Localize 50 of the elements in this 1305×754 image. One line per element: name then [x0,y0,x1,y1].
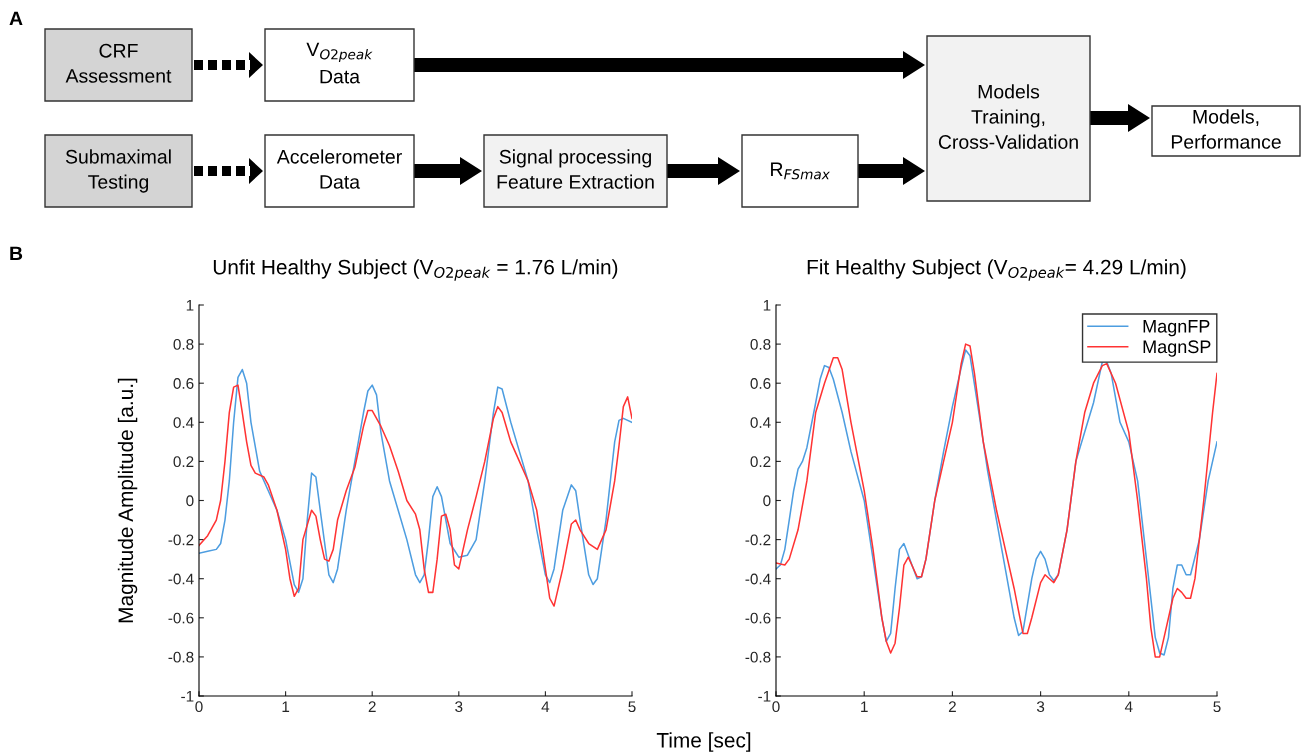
text: Models, Performance [1171,109,1281,149]
text: CRF Assessment [65,43,172,83]
y-tick-label: 0.2 [750,456,771,468]
y-tick-label: -0.6 [745,612,771,624]
y-tick-label: -0.6 [168,612,194,624]
text: A [9,11,23,26]
y-tick-label: 1 [186,300,194,311]
text: B [10,246,23,261]
x-tick-label: 0 [772,701,780,713]
x-tick-label: 4 [541,701,550,712]
x-axis-title: Time [sec] [656,732,751,752]
legend-label: MagnFP [1143,320,1210,337]
y-tick-label: -0.4 [168,573,194,585]
text: Submaximal Testing [65,149,171,193]
y-tick-label: 1 [763,300,771,311]
x-tick-label: 1 [861,701,868,712]
y-tick-label: -0.2 [168,534,194,546]
y-tick-label: 0.6 [750,378,771,389]
x-tick-label: 2 [948,701,956,712]
text: Accelerometer Data [276,149,402,189]
x-tick-label: 2 [368,701,376,712]
chart-title: Fit Healthy Subject (V$_{O2peak}$= 4.29 L/min) [807,259,1186,281]
legend-label: MagnSP [1143,340,1211,357]
y-tick-label: -0.8 [168,651,194,663]
x-tick-label: 1 [282,701,290,712]
y-tick-label: -1 [181,691,194,702]
text: R$_{FSmax}$ [771,162,830,180]
text: Signal processing Feature Extraction [497,149,654,189]
x-tick-label: 0 [195,701,203,713]
y-tick-label: -1 [758,691,771,702]
y-tick-label: 0.6 [173,378,194,389]
chart-title: Unfit Healthy Subject (V$_{O2peak}$ = 1.76 L/min) [213,259,618,281]
y-tick-label: 0.8 [750,338,771,350]
text: Models Training, Cross-Validation [938,84,1078,149]
y-tick-label: -0.8 [745,651,771,663]
text: V$_{O2peak}$ Data [306,42,373,84]
y-tick-label: 0.4 [173,417,194,428]
x-tick-label: 5 [1213,701,1221,713]
x-tick-label: 5 [628,701,636,713]
y-tick-label: -0.4 [745,573,771,585]
y-tick-label: 0 [186,495,194,507]
x-tick-label: 3 [455,701,463,713]
y-tick-label: 0.8 [173,338,194,350]
y-tick-label: -0.2 [745,534,771,546]
x-tick-label: 3 [1036,701,1045,713]
y-tick-label: 0 [763,495,771,507]
x-tick-label: 4 [1124,701,1133,712]
y-axis-title: Magnitude Amplitude [a.u.] [117,378,138,623]
y-tick-label: 0.2 [173,456,194,468]
y-tick-label: 0.4 [750,417,771,428]
